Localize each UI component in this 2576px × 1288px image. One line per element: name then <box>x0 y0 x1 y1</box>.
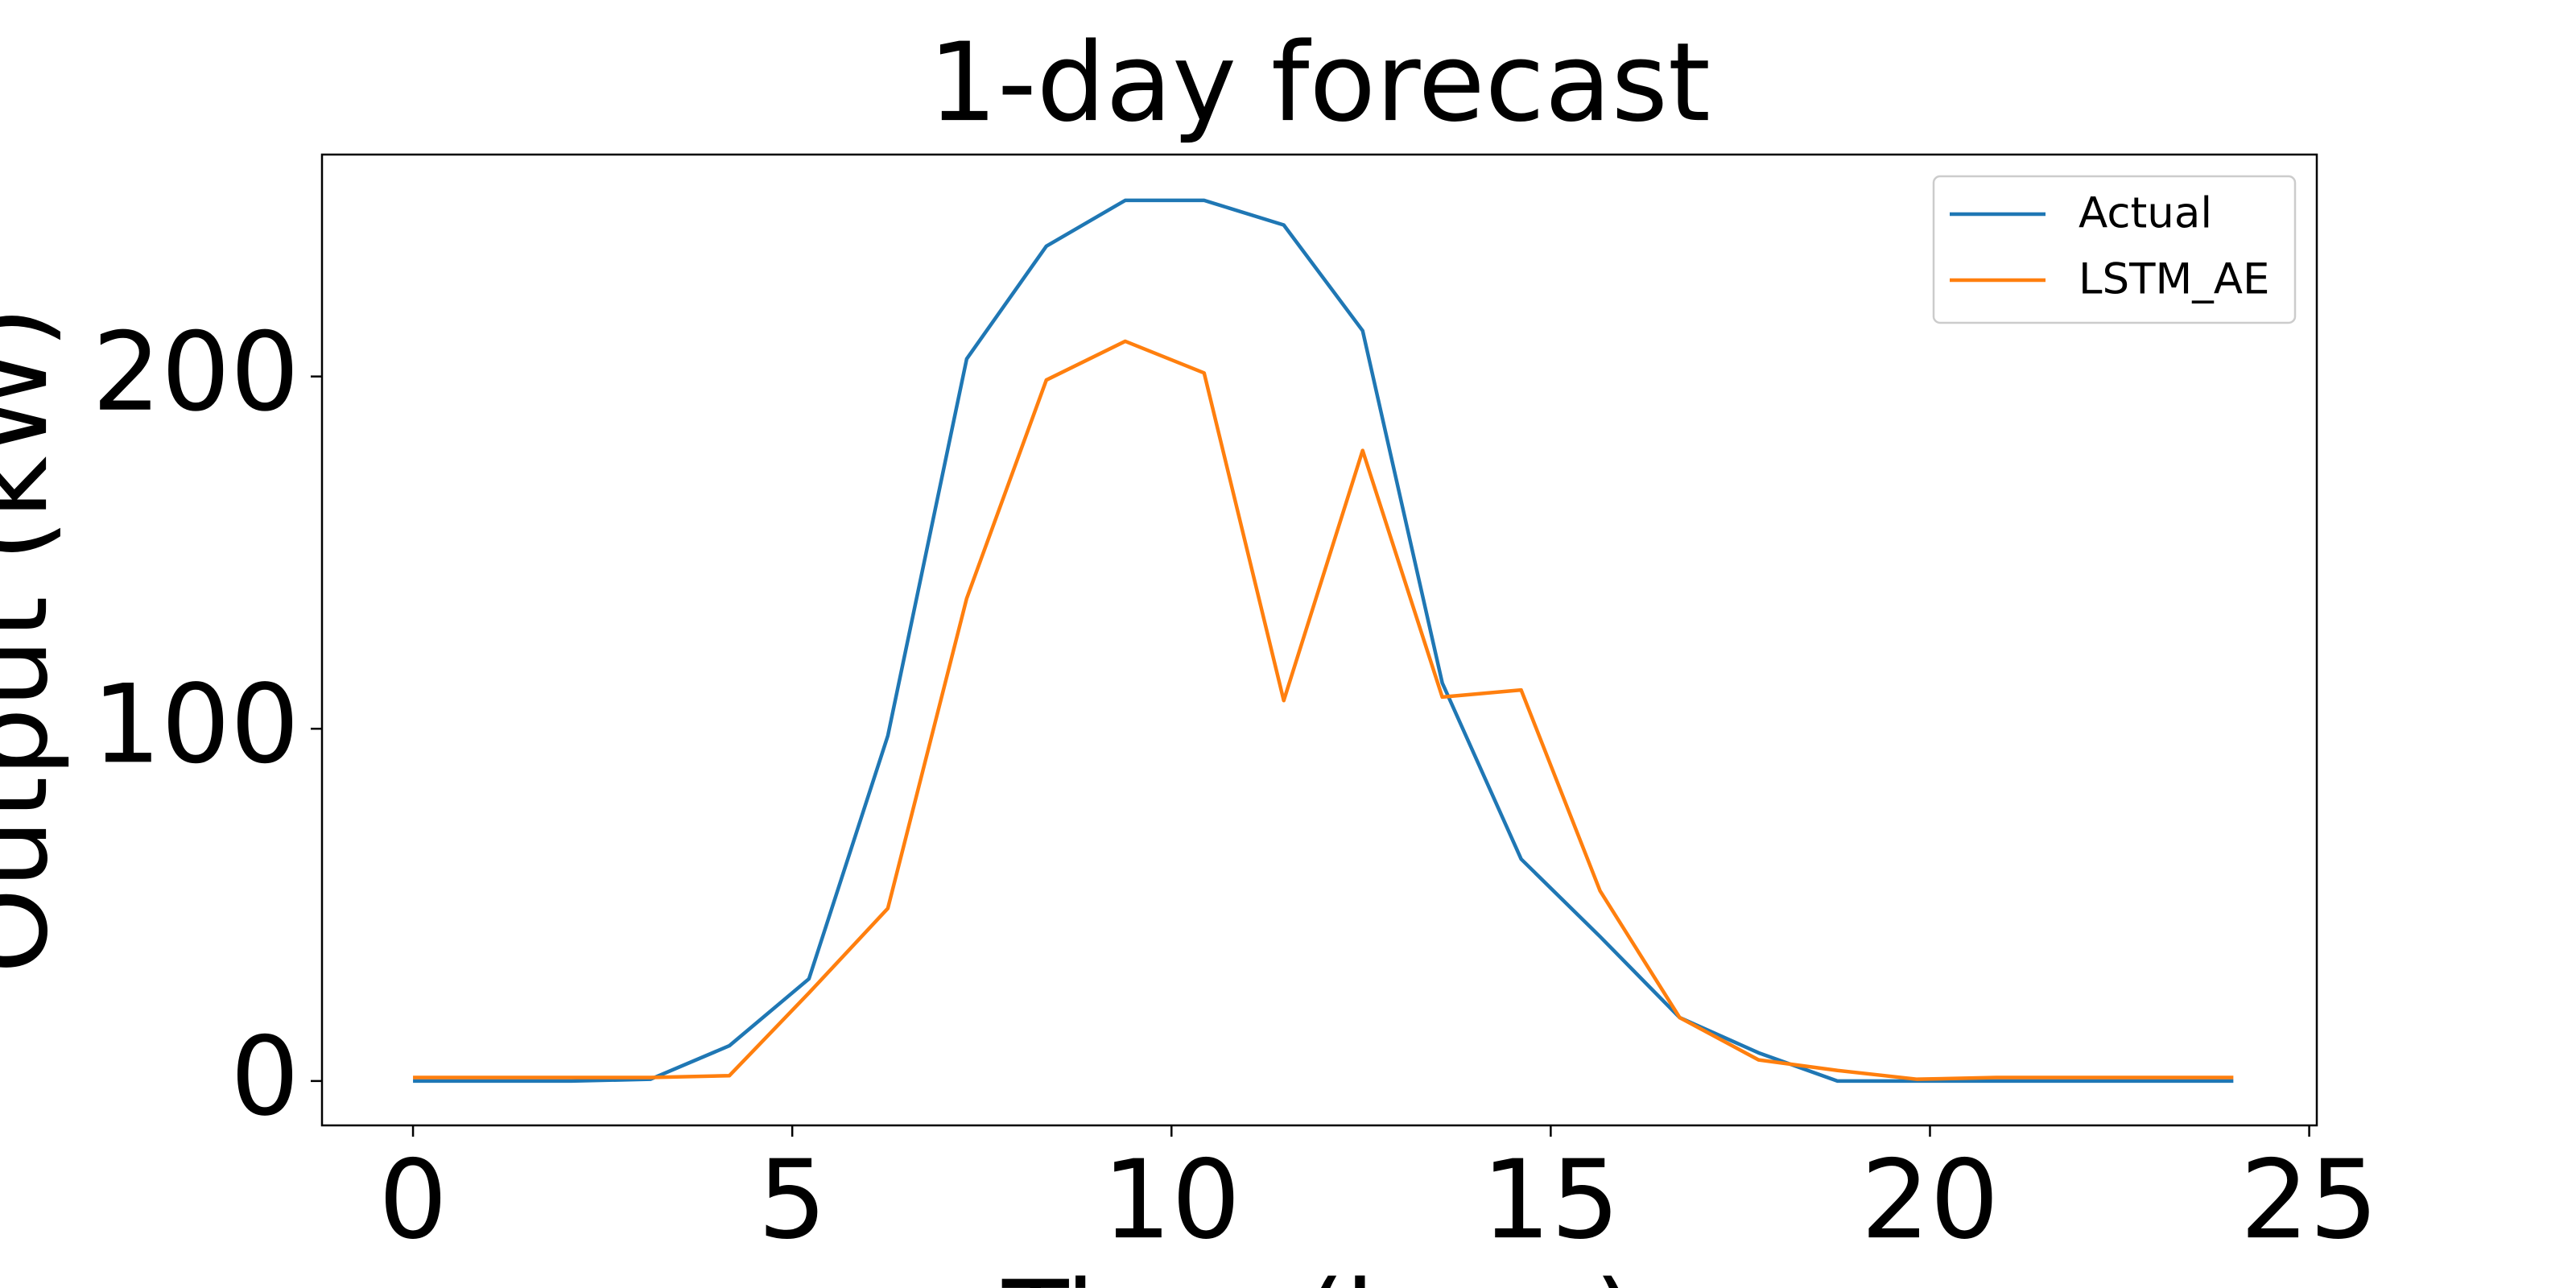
x-tick-label: 5 <box>758 1137 827 1263</box>
x-tick-label: 20 <box>1861 1137 2000 1263</box>
chart-title: 1-day forecast <box>928 19 1711 146</box>
legend-label: Actual <box>2079 189 2212 238</box>
data-line <box>413 198 2234 1084</box>
y-tick-label: 200 <box>92 309 299 436</box>
x-axis-label: Time (hour) <box>1001 1257 1637 1288</box>
x-tick-label: 25 <box>2240 1137 2379 1263</box>
data-line <box>413 339 2234 1081</box>
legend-label: LSTM_AE <box>2079 255 2270 304</box>
y-tick-label: 0 <box>230 1013 299 1140</box>
axes-frame <box>320 153 2318 1127</box>
x-tick-label: 10 <box>1102 1137 1241 1263</box>
x-tick-label: 15 <box>1481 1137 1620 1263</box>
y-tick-label: 100 <box>92 661 299 787</box>
x-tick-label: 0 <box>378 1137 448 1263</box>
y-axis-label: Output (kW) <box>0 307 72 974</box>
